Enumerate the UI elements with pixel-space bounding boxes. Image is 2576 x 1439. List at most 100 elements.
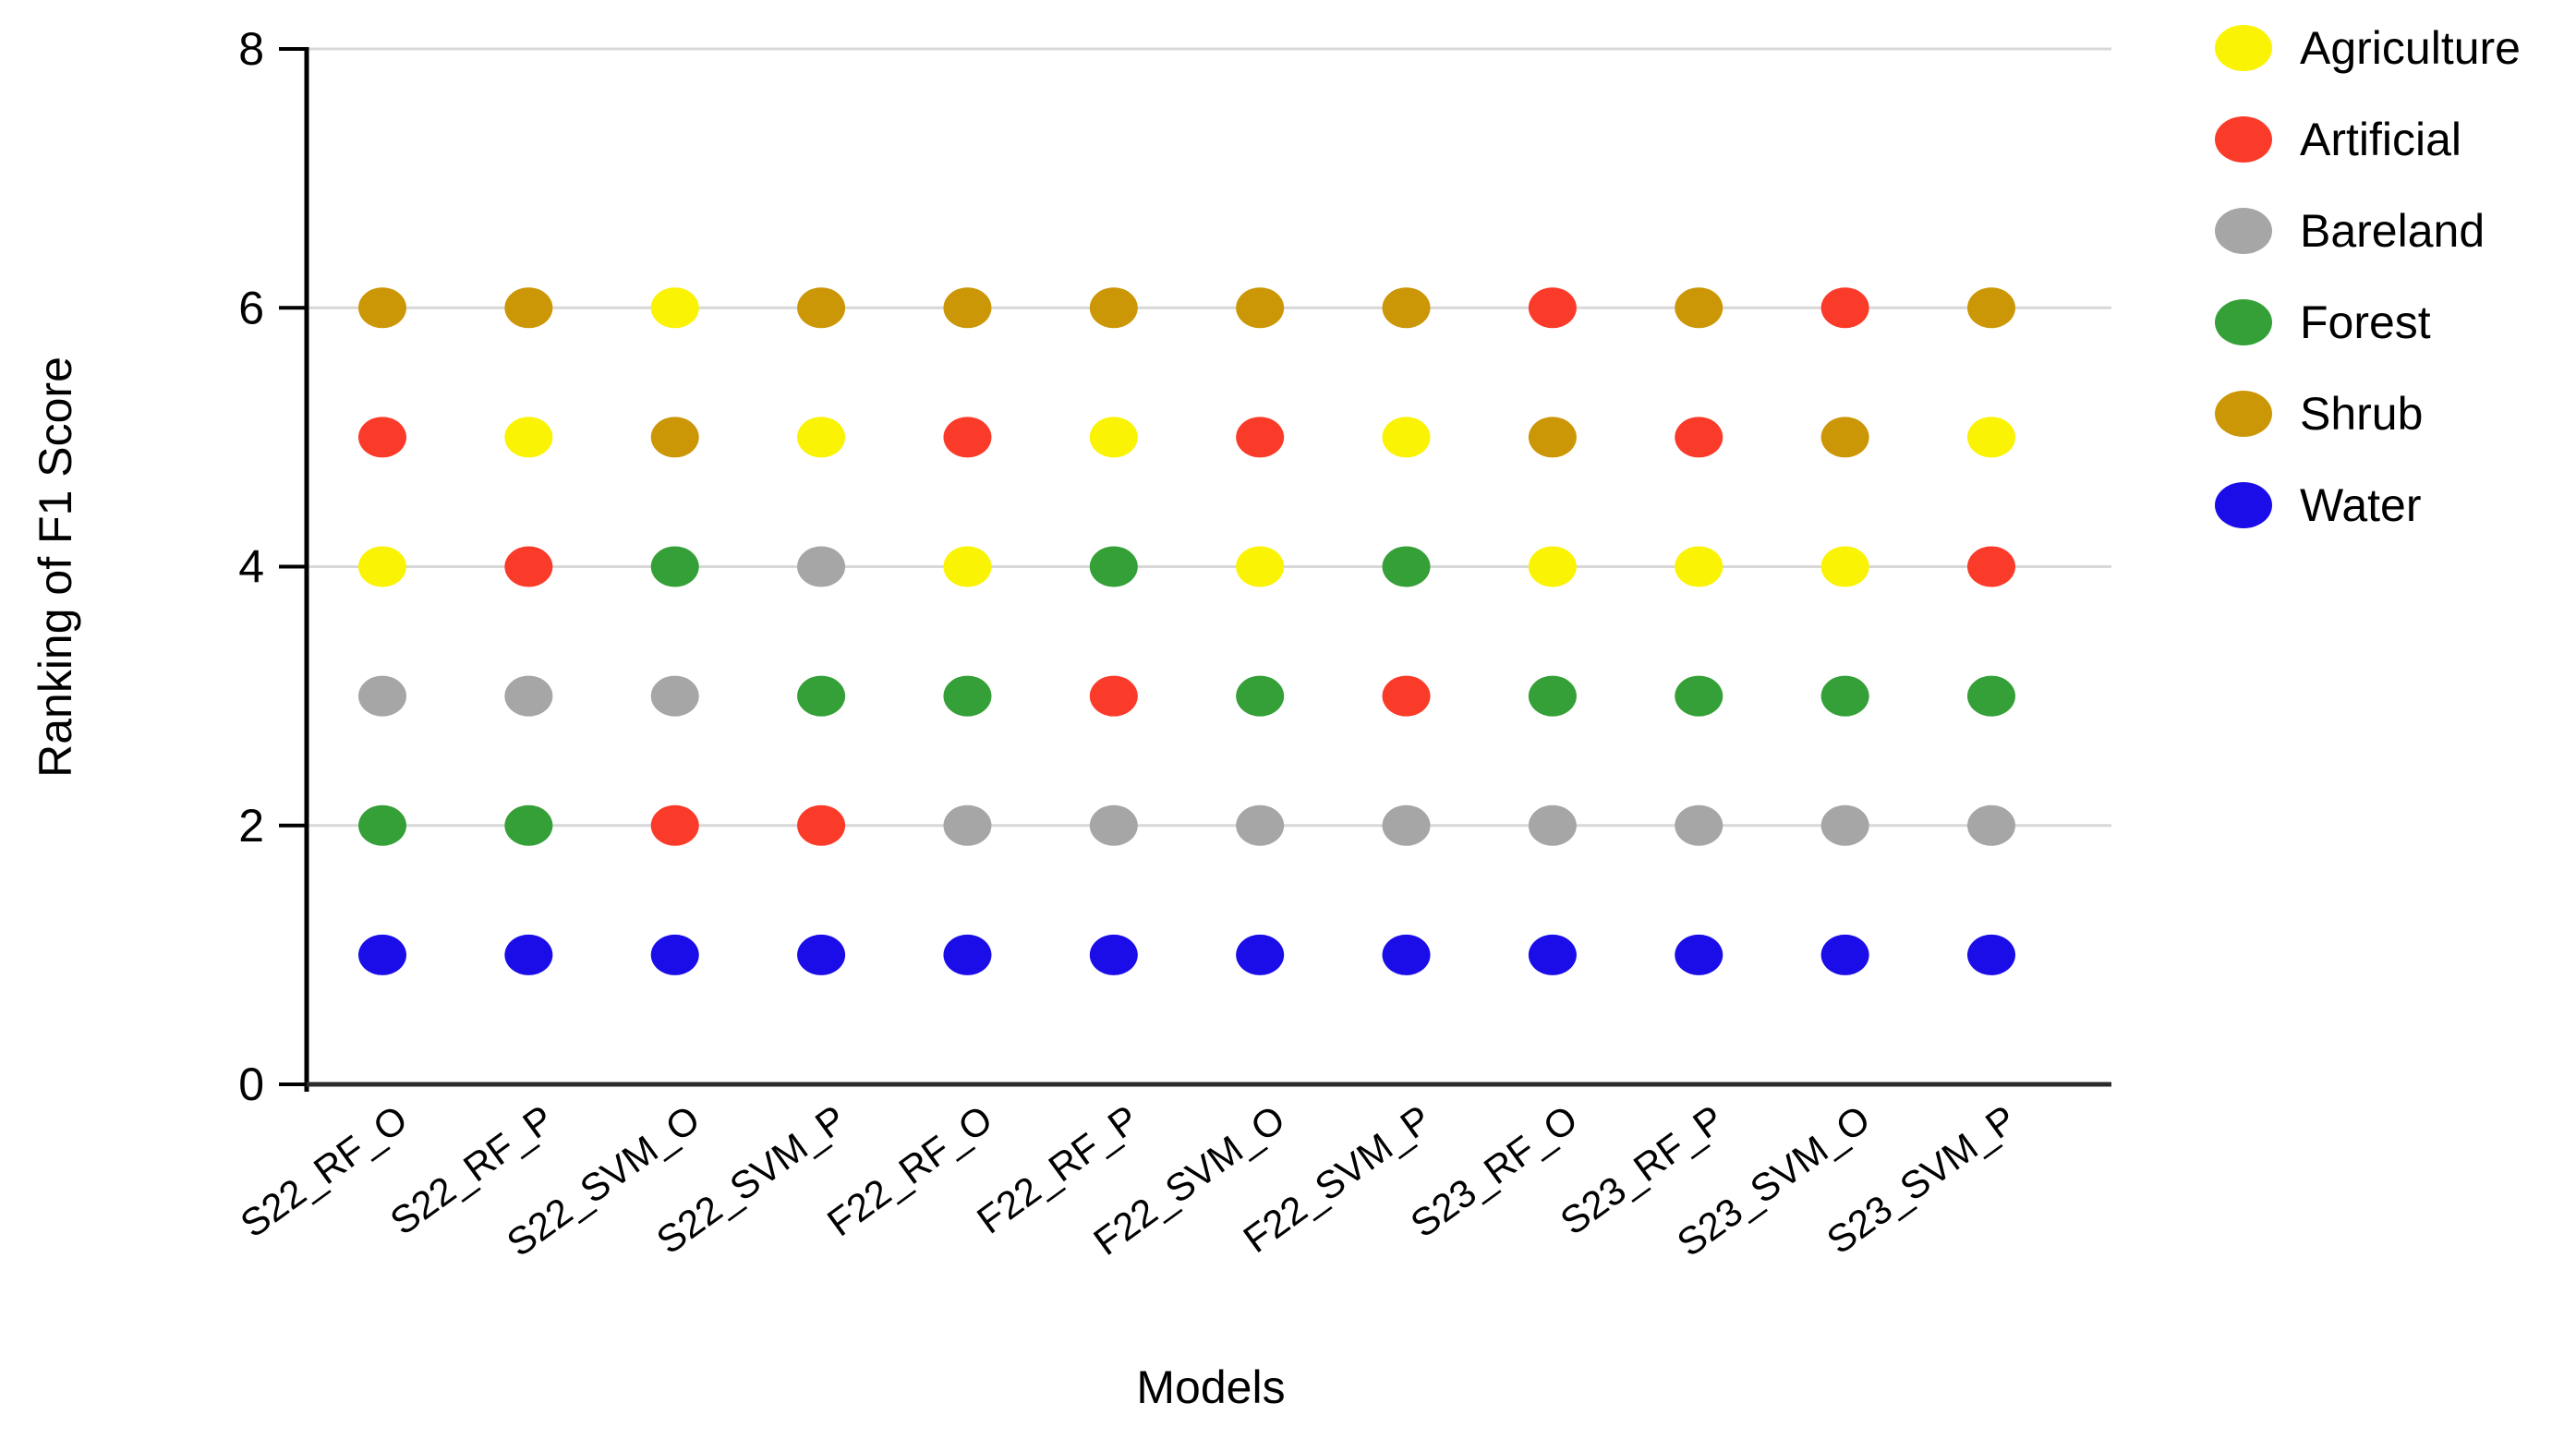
data-point-bareland xyxy=(1528,804,1577,846)
data-point-agriculture xyxy=(1528,546,1577,587)
data-point-agriculture xyxy=(1820,546,1869,587)
data-point-bareland xyxy=(650,675,699,717)
y-axis-title: Ranking of F1 Score xyxy=(30,357,81,778)
data-point-agriculture xyxy=(1236,546,1285,587)
data-point-shrub xyxy=(1820,417,1869,458)
legend-swatch-artificial-icon xyxy=(2215,116,2272,163)
data-point-forest xyxy=(1820,675,1869,717)
data-point-water xyxy=(1528,934,1577,975)
data-point-forest xyxy=(1967,675,2015,717)
data-point-artificial xyxy=(650,804,699,846)
data-point-shrub xyxy=(1967,287,2015,329)
legend: Agriculture Artificial Bareland Forest Shrub… xyxy=(2215,24,2521,573)
data-point-agriculture xyxy=(650,287,699,329)
y-tick-label: 0 xyxy=(238,1058,264,1110)
legend-item: Agriculture xyxy=(2215,24,2521,72)
data-point-agriculture xyxy=(943,546,992,587)
y-tick-label: 4 xyxy=(238,541,264,593)
legend-swatch-bareland-icon xyxy=(2215,208,2272,254)
legend-swatch-water-icon xyxy=(2215,482,2272,528)
legend-item: Artificial xyxy=(2215,115,2521,163)
legend-label: Forest xyxy=(2300,296,2431,348)
x-tick-label: S23_RF_O xyxy=(1403,1096,1586,1246)
data-point-bareland xyxy=(358,675,406,717)
data-point-artificial xyxy=(504,546,553,587)
data-point-forest xyxy=(1528,675,1577,717)
data-point-water xyxy=(797,934,846,975)
data-point-water xyxy=(650,934,699,975)
data-point-agriculture xyxy=(358,546,406,587)
data-point-artificial xyxy=(943,417,992,458)
data-point-bareland xyxy=(1236,804,1285,846)
legend-item: Water xyxy=(2215,481,2521,529)
data-point-shrub xyxy=(504,287,553,329)
x-axis-title: Models xyxy=(1136,1361,1286,1413)
data-point-forest xyxy=(1675,675,1723,717)
legend-item: Shrub xyxy=(2215,390,2521,438)
data-point-forest xyxy=(1089,546,1138,587)
data-point-water xyxy=(1820,934,1869,975)
data-point-forest xyxy=(650,546,699,587)
data-point-artificial xyxy=(1236,417,1285,458)
data-point-agriculture xyxy=(1967,417,2015,458)
data-point-water xyxy=(1089,934,1138,975)
data-point-bareland xyxy=(1967,804,2015,846)
data-point-shrub xyxy=(650,417,699,458)
data-point-forest xyxy=(358,804,406,846)
data-point-shrub xyxy=(1382,287,1431,329)
data-point-agriculture xyxy=(797,417,846,458)
data-point-agriculture xyxy=(1089,417,1138,458)
data-point-water xyxy=(1236,934,1285,975)
data-point-water xyxy=(358,934,406,975)
data-point-artificial xyxy=(1967,546,2015,587)
data-point-forest xyxy=(1382,546,1431,587)
legend-swatch-agriculture-icon xyxy=(2215,25,2272,71)
data-point-shrub xyxy=(358,287,406,329)
data-point-shrub xyxy=(1675,287,1723,329)
data-point-artificial xyxy=(358,417,406,458)
data-point-bareland xyxy=(1382,804,1431,846)
y-tick-label: 2 xyxy=(238,800,264,852)
data-point-bareland xyxy=(797,546,846,587)
data-point-water xyxy=(1382,934,1431,975)
legend-label: Water xyxy=(2300,479,2422,531)
data-point-agriculture xyxy=(504,417,553,458)
legend-label: Agriculture xyxy=(2300,22,2521,74)
data-point-agriculture xyxy=(1675,546,1723,587)
data-point-water xyxy=(1675,934,1723,975)
legend-item: Forest xyxy=(2215,298,2521,346)
data-point-artificial xyxy=(1820,287,1869,329)
legend-swatch-forest-icon xyxy=(2215,299,2272,345)
data-point-artificial xyxy=(797,804,846,846)
data-point-shrub xyxy=(943,287,992,329)
data-point-bareland xyxy=(943,804,992,846)
data-point-artificial xyxy=(1382,675,1431,717)
data-point-water xyxy=(943,934,992,975)
data-point-water xyxy=(504,934,553,975)
legend-label: Shrub xyxy=(2300,388,2424,440)
data-point-artificial xyxy=(1675,417,1723,458)
x-tick-label: S22_RF_O xyxy=(233,1096,416,1246)
y-tick-label: 6 xyxy=(238,282,264,333)
legend-swatch-shrub-icon xyxy=(2215,391,2272,437)
data-point-agriculture xyxy=(1382,417,1431,458)
data-point-bareland xyxy=(1089,804,1138,846)
legend-item: Bareland xyxy=(2215,207,2521,255)
legend-label: Artificial xyxy=(2300,114,2462,165)
data-point-artificial xyxy=(1528,287,1577,329)
legend-label: Bareland xyxy=(2300,205,2485,257)
data-point-water xyxy=(1967,934,2015,975)
data-point-shrub xyxy=(797,287,846,329)
data-point-bareland xyxy=(504,675,553,717)
data-point-forest xyxy=(504,804,553,846)
data-point-artificial xyxy=(1089,675,1138,717)
data-point-shrub xyxy=(1236,287,1285,329)
data-point-shrub xyxy=(1089,287,1138,329)
data-point-forest xyxy=(943,675,992,717)
data-point-forest xyxy=(1236,675,1285,717)
y-tick-label: 8 xyxy=(238,23,264,75)
x-tick-label: F22_RF_O xyxy=(819,1096,1000,1244)
data-point-shrub xyxy=(1528,417,1577,458)
